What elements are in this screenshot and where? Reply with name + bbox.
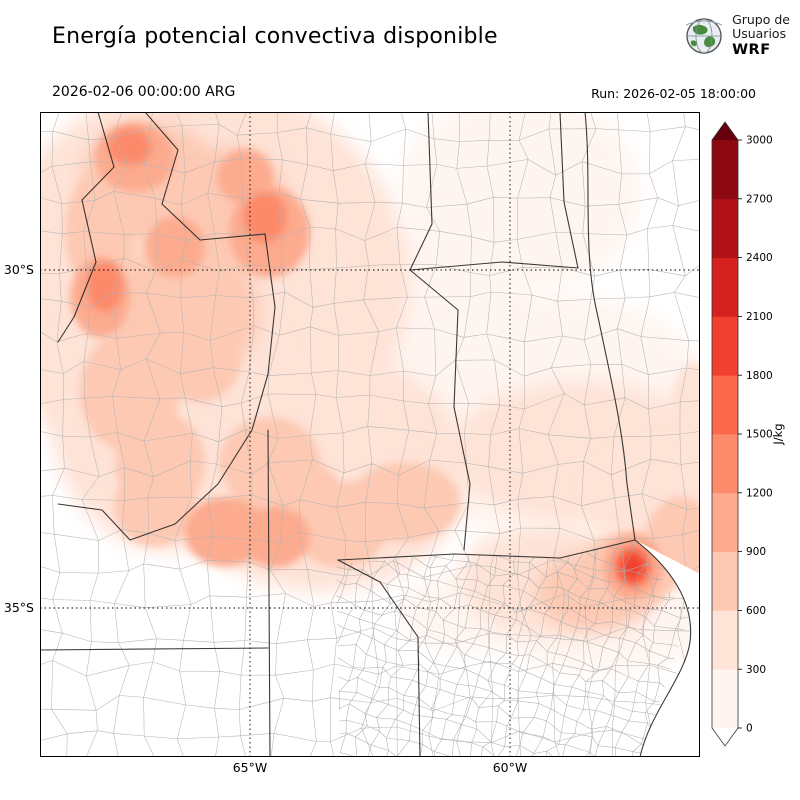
logo-line-2: Usuarios bbox=[732, 26, 787, 42]
colorbar-under-arrow bbox=[712, 728, 738, 746]
x-axis-tick-65w: 65°W bbox=[232, 760, 268, 775]
page-title: Energía potencial convectiva disponible bbox=[52, 24, 498, 49]
logo-text: Grupo de Usuarios WRF bbox=[732, 12, 790, 58]
svg-text:3000: 3000 bbox=[746, 135, 773, 147]
y-axis-tick-30s: 30°S bbox=[3, 262, 34, 277]
graticule-layer bbox=[40, 112, 700, 757]
colorbar-units-label: J/kg bbox=[771, 423, 785, 445]
logo-line-wrf: WRF bbox=[732, 41, 771, 58]
x-axis-tick-60w: 60°W bbox=[492, 760, 528, 775]
svg-text:600: 600 bbox=[746, 605, 766, 617]
svg-text:900: 900 bbox=[746, 546, 766, 558]
run-time-label: Run: 2026-02-05 18:00:00 bbox=[591, 86, 756, 101]
buenos-aires-partidos-layer bbox=[336, 540, 688, 757]
globe-icon bbox=[685, 18, 723, 54]
svg-text:1200: 1200 bbox=[746, 487, 773, 499]
colorbar-ticks: 0 300 600 900 1200 1500 1800 2100 2400 2700 3000 bbox=[738, 135, 773, 735]
svg-text:2400: 2400 bbox=[746, 252, 773, 264]
valid-time-label: 2026-02-06 00:00:00 ARG bbox=[52, 84, 236, 100]
colorbar-segments bbox=[712, 140, 738, 729]
wrf-logo: Grupo de Usuarios WRF bbox=[683, 12, 790, 58]
map-frame bbox=[40, 112, 700, 757]
svg-text:300: 300 bbox=[746, 664, 766, 676]
cape-map bbox=[40, 112, 700, 757]
rio-de-la-plata-water bbox=[635, 540, 700, 757]
logo-line-1: Grupo de bbox=[732, 12, 790, 27]
department-boundaries-layer bbox=[40, 112, 700, 757]
y-axis-tick-35s: 35°S bbox=[3, 600, 34, 615]
svg-text:0: 0 bbox=[746, 723, 753, 735]
colorbar: 0 300 600 900 1200 1500 1800 2100 2400 2700 3000 J/… bbox=[711, 121, 785, 747]
svg-text:2700: 2700 bbox=[746, 193, 773, 205]
colorbar-over-arrow bbox=[712, 122, 738, 140]
province-boundaries-layer bbox=[40, 112, 692, 757]
svg-text:1800: 1800 bbox=[746, 370, 773, 382]
svg-text:2100: 2100 bbox=[746, 311, 773, 323]
svg-text:1500: 1500 bbox=[746, 429, 773, 441]
